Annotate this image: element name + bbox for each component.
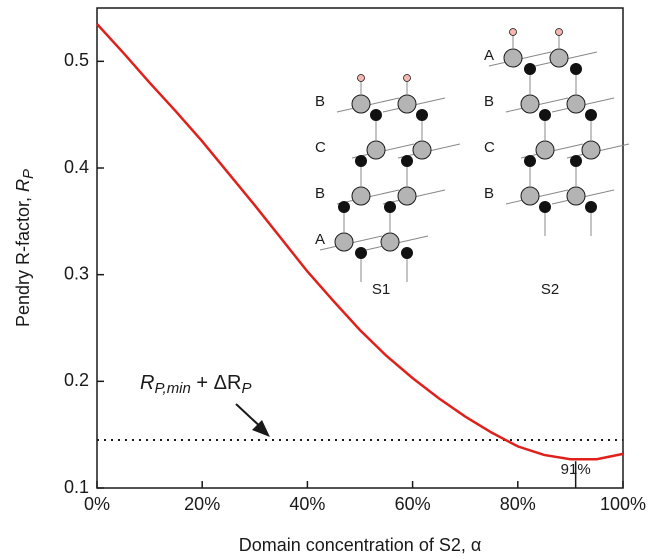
arrow-head xyxy=(252,420,270,437)
y-tick-label: 0.2 xyxy=(64,370,89,390)
layer-label: C xyxy=(315,139,326,156)
x-tick-label: 80% xyxy=(500,494,536,514)
atom-h xyxy=(555,28,563,36)
atom-small xyxy=(585,109,597,121)
inset-name: S2 xyxy=(541,281,559,298)
atom-small xyxy=(570,155,582,167)
atom-h xyxy=(509,28,517,36)
atom-large xyxy=(351,186,371,206)
atom-small xyxy=(384,201,396,213)
atom-small xyxy=(355,155,367,167)
atom-small xyxy=(524,155,536,167)
layer-label: A xyxy=(484,47,494,64)
atom-small xyxy=(585,201,597,213)
y-label-symbol: R xyxy=(13,179,33,192)
y-axis-label: Pendry R-factor, RP xyxy=(13,169,37,327)
atom-large xyxy=(520,186,540,206)
layer-label: A xyxy=(315,231,325,248)
atom-large xyxy=(334,232,354,252)
layer-label: B xyxy=(315,185,325,202)
layer-label: B xyxy=(484,185,494,202)
ann-sub2: P xyxy=(241,380,251,397)
ann-sub: P,min xyxy=(154,380,190,397)
atom-small xyxy=(338,201,350,213)
atom-h xyxy=(357,74,365,82)
layer-label: B xyxy=(484,93,494,110)
atom-small xyxy=(355,247,367,259)
data-line xyxy=(96,23,624,461)
atom-large xyxy=(566,186,586,206)
atom-large xyxy=(535,140,555,160)
y-tick-label: 0.3 xyxy=(64,263,89,283)
atom-large xyxy=(581,140,601,160)
y-label-sub: P xyxy=(20,169,37,179)
atom-small xyxy=(539,109,551,121)
atom-small xyxy=(401,155,413,167)
x-axis-label: Domain concentration of S2, α xyxy=(239,535,482,555)
atom-small xyxy=(570,63,582,75)
x-tick-label: 100% xyxy=(600,494,646,514)
y-tick-label: 0.4 xyxy=(64,157,89,177)
atom-large xyxy=(566,94,586,114)
y-tick-label: 0.1 xyxy=(64,477,89,497)
atom-small xyxy=(524,63,536,75)
y-tick-label: 0.5 xyxy=(64,50,89,70)
minimum-label: 91% xyxy=(561,461,591,478)
plot-frame xyxy=(96,7,624,489)
threshold-label: RP,min + ΔRP xyxy=(140,372,252,397)
inset-name: S1 xyxy=(372,281,390,298)
atom-large xyxy=(397,186,417,206)
x-tick-label: 40% xyxy=(289,494,325,514)
y-label-text: Pendry R-factor, xyxy=(13,192,33,327)
x-tick-label: 60% xyxy=(395,494,431,514)
ann-r: R xyxy=(140,372,154,394)
atom-large xyxy=(549,48,569,68)
x-tick-label: 20% xyxy=(184,494,220,514)
atom-large xyxy=(351,94,371,114)
layer-label: C xyxy=(484,139,495,156)
atom-large xyxy=(520,94,540,114)
ann-delta: + ΔR xyxy=(191,372,242,394)
atom-small xyxy=(416,109,428,121)
layer-label: B xyxy=(315,93,325,110)
atom-h xyxy=(403,74,411,82)
atom-small xyxy=(539,201,551,213)
atom-large xyxy=(380,232,400,252)
atom-large xyxy=(412,140,432,160)
atom-large xyxy=(397,94,417,114)
atom-large xyxy=(366,140,386,160)
atom-large xyxy=(503,48,523,68)
x-tick-label: 0% xyxy=(84,494,110,514)
atom-small xyxy=(401,247,413,259)
atom-small xyxy=(370,109,382,121)
